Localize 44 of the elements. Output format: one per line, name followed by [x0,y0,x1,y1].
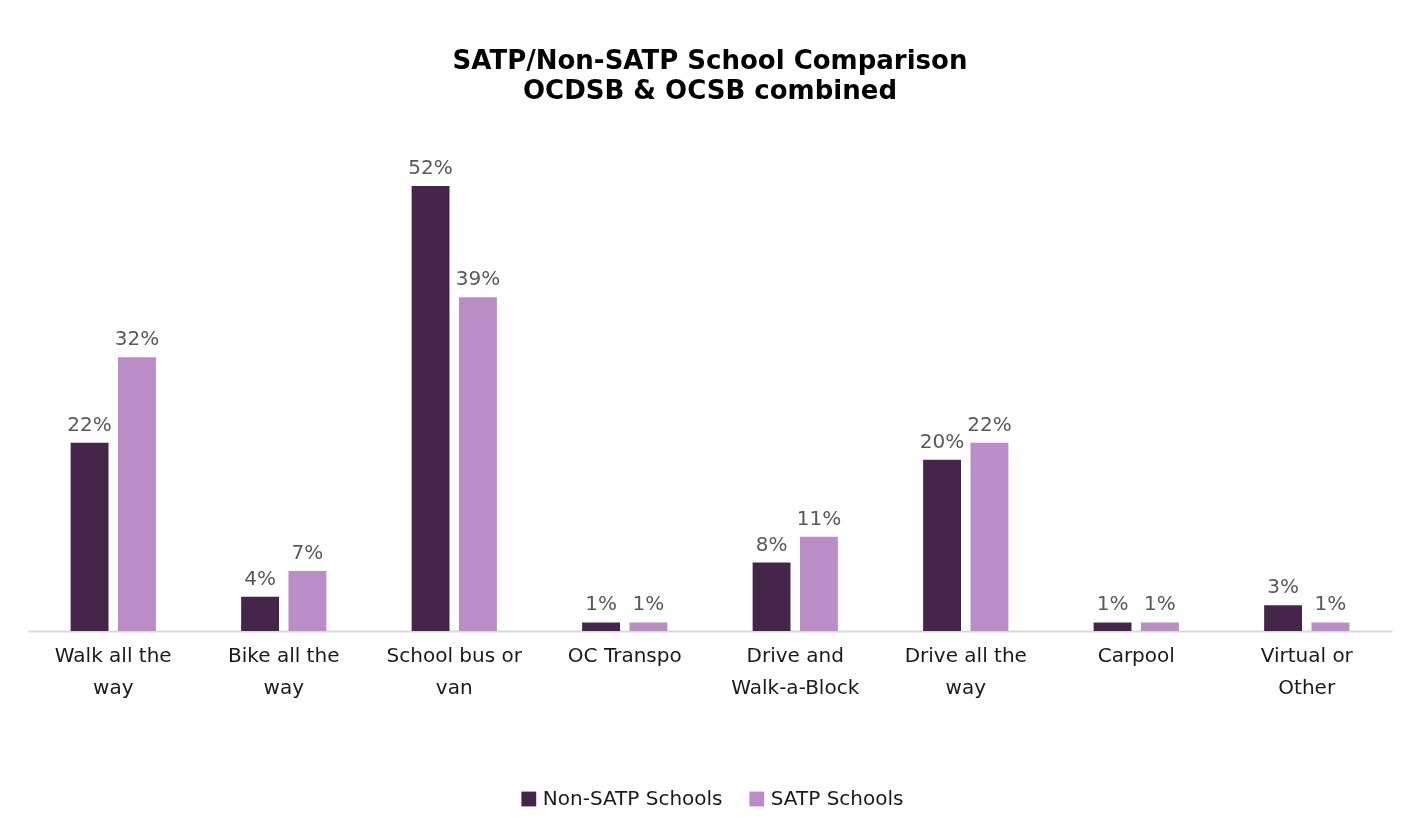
bar [70,442,109,631]
bar [582,622,621,631]
bar [1264,605,1303,631]
data-label: 52% [408,155,453,179]
bar [970,442,1009,631]
data-label: 1% [1314,591,1347,616]
bar [117,357,156,631]
x-tick-label: Walk all the way [54,642,172,699]
legend-label: Non-SATP Schools [542,786,723,810]
chart-subtitle: OCDSB & OCSB combined [523,75,897,105]
bar [1093,622,1132,631]
data-label: 1% [1144,591,1176,616]
data-label: 22% [67,411,112,436]
bar [629,622,668,631]
bar [458,297,497,631]
x-tick-label: Virtual or Other [1260,642,1354,699]
bar [1311,622,1350,631]
data-label: 22% [967,411,1012,436]
data-label: 11% [796,505,842,530]
legend-label: SATP Schools [770,786,904,810]
x-tick-label: OC Transpo [567,642,682,667]
bar [288,571,327,631]
bar [799,536,838,631]
data-label: 7% [291,540,324,565]
x-tick-label: Drive and Walk-a-Block [731,642,860,699]
data-label: 8% [755,531,788,556]
bar [1140,622,1179,631]
bar [923,459,962,631]
x-tick-label: Bike all the way [228,642,340,699]
data-label: 3% [1267,574,1299,599]
data-label: 39% [455,266,501,291]
data-label: 32% [114,326,160,351]
data-label: 1% [632,591,665,616]
chart-title: SATP/Non-SATP School Comparison [452,45,968,75]
bar [241,596,280,631]
x-tick-label: Drive all the way [904,642,1027,699]
bar [411,186,450,631]
data-label: 1% [1096,591,1129,616]
x-tick-label: Carpool [1097,642,1175,667]
data-label: 20% [919,428,965,453]
data-label: 4% [244,565,276,590]
data-label: 1% [585,591,617,616]
bar [752,562,791,631]
x-tick-label: School bus or van [386,642,523,699]
